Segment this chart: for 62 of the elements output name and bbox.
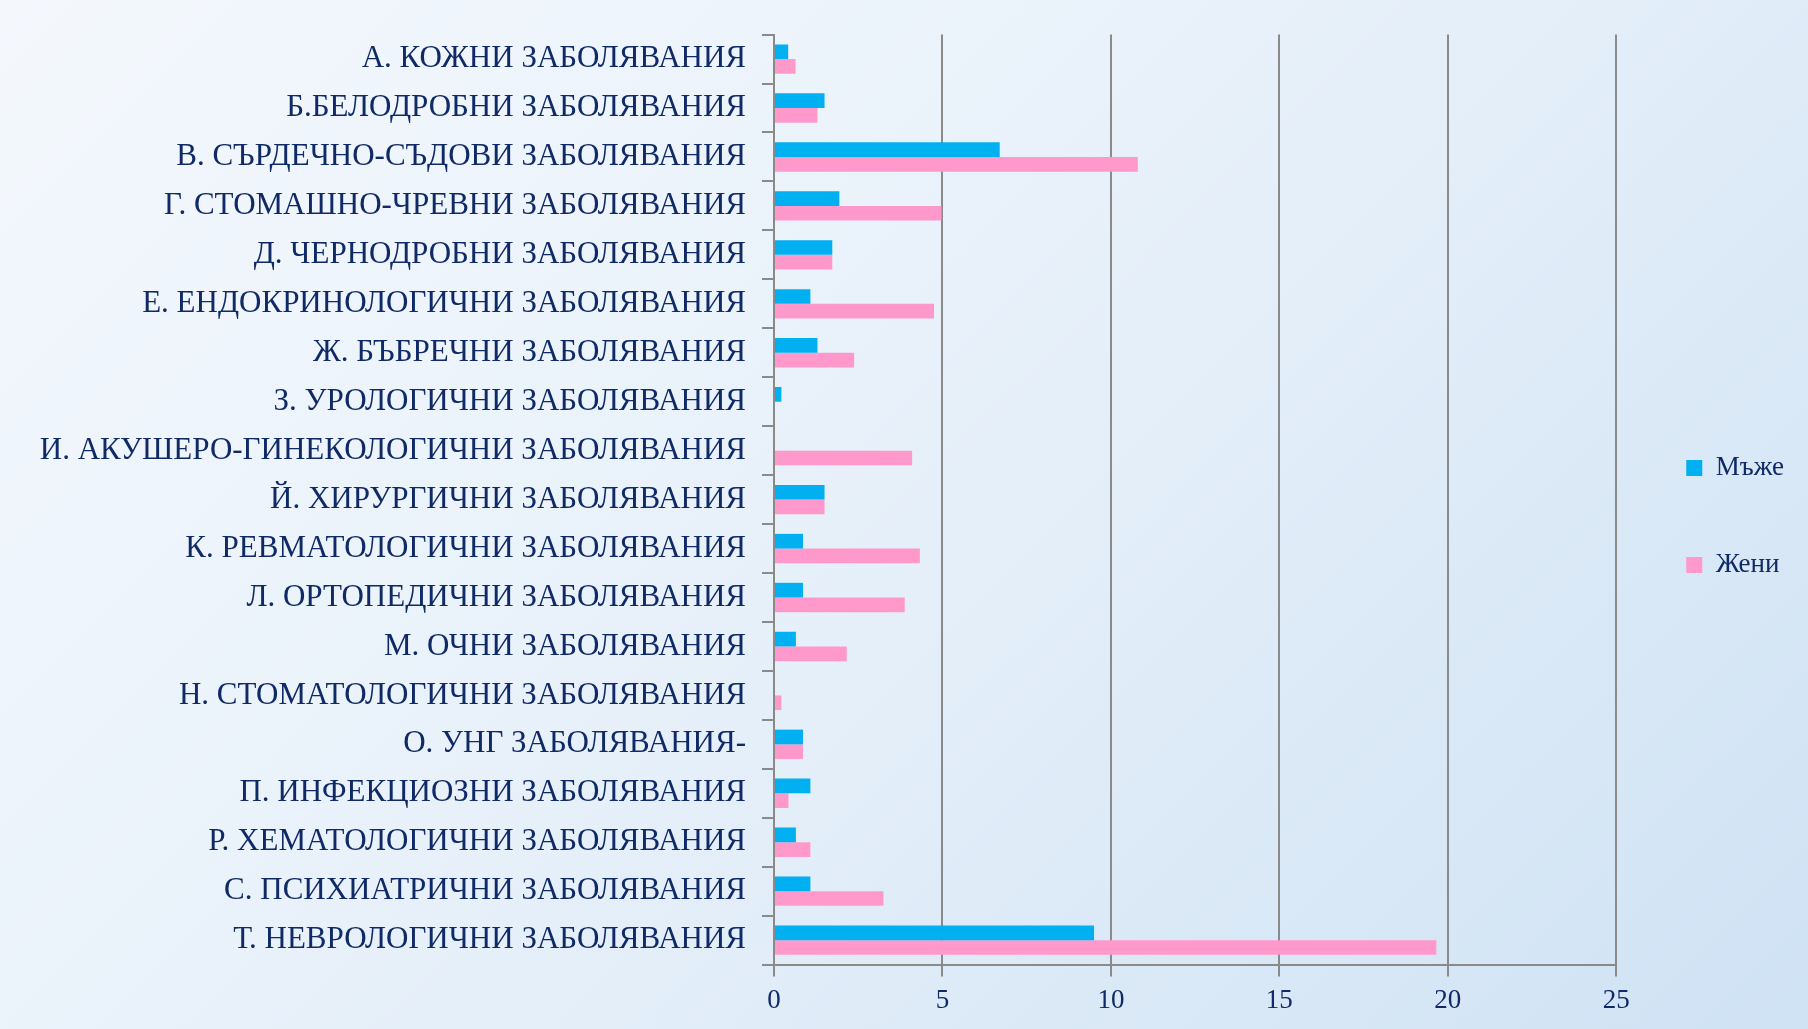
bar <box>775 93 825 109</box>
bar <box>775 891 884 906</box>
bar <box>775 156 1138 172</box>
y-tick-label: Й. ХИРУРГИЧНИ ЗАБОЛЯВАНИЯ <box>270 479 746 515</box>
bar <box>775 338 818 353</box>
y-tick-label: Д. ЧЕРНОДРОБНИ ЗАБОЛЯВАНИЯ <box>253 235 746 270</box>
y-tick-label: Н. СТОМАТОЛОГИЧНИ ЗАБОЛЯВАНИЯ <box>178 675 746 711</box>
bar <box>775 59 796 74</box>
y-tick-label: В. СЪРДЕЧНО-СЪДОВИ ЗАБОЛЯВАНИЯ <box>176 137 746 173</box>
bar <box>775 240 833 255</box>
bar <box>775 695 782 711</box>
bar <box>775 548 920 564</box>
y-tick-label: П. ИНФЕКЦИОЗНИ ЗАБОЛЯВАНИЯ <box>239 773 746 809</box>
bar <box>775 793 789 808</box>
bar <box>775 352 855 368</box>
bar <box>775 646 847 662</box>
bar <box>775 876 811 892</box>
bar <box>775 254 833 270</box>
bar <box>775 289 811 304</box>
bar <box>775 925 1095 941</box>
y-tick-label: К. РЕВМАТОЛОГИЧНИ ЗАБОЛЯВАНИЯ <box>185 528 746 564</box>
bar <box>775 597 905 613</box>
x-tick-label: 15 <box>1265 983 1293 1014</box>
bar <box>775 142 1000 157</box>
x-tick-label: 0 <box>767 983 781 1014</box>
bar <box>775 484 825 500</box>
y-tick-label: О. УНГ ЗАБОЛЯВАНИЯ- <box>403 724 746 760</box>
bar <box>775 191 840 206</box>
bar <box>775 940 1437 955</box>
y-tick-label: И. АКУШЕРО-ГИНЕКОЛОГИЧНИ ЗАБОЛЯВАНИЯ <box>39 430 746 466</box>
bar <box>775 44 789 60</box>
y-tick-label: Т. НЕВРОЛОГИЧНИ ЗАБОЛЯВАНИЯ <box>233 920 746 956</box>
y-tick-label: Ж. БЪБРЕЧНИ ЗАБОЛЯВАНИЯ <box>312 332 746 368</box>
bar <box>775 631 796 647</box>
bar <box>775 778 811 794</box>
bar <box>775 729 803 745</box>
bar <box>775 108 818 123</box>
bar <box>775 582 803 598</box>
legend-label: Мъже <box>1715 451 1785 482</box>
bar <box>775 303 935 319</box>
bar <box>775 744 803 760</box>
y-tick-label: Р. ХЕМАТОЛОГИЧНИ ЗАБОЛЯВАНИЯ <box>208 822 746 858</box>
y-tick-label: Е. ЕНДОКРИНОЛОГИЧНИ ЗАБОЛЯВАНИЯ <box>142 283 746 319</box>
y-tick-label: М. ОЧНИ ЗАБОЛЯВАНИЯ <box>384 626 746 662</box>
y-tick-label: А. КОЖНИ ЗАБОЛЯВАНИЯ <box>361 39 746 75</box>
y-tick-label: Г. СТОМАШНО-ЧРЕВНИ ЗАБОЛЯВАНИЯ <box>164 186 746 222</box>
bar <box>775 387 782 402</box>
y-tick-label: С. ПСИХИАТРИЧНИ ЗАБОЛЯВАНИЯ <box>224 871 746 907</box>
x-tick-label: 10 <box>1097 983 1125 1014</box>
bar <box>775 533 803 549</box>
x-tick-label: 5 <box>935 983 950 1014</box>
x-tick-label: 25 <box>1602 983 1630 1014</box>
bar <box>775 450 913 466</box>
bar <box>775 205 942 221</box>
y-tick-label: Л. ОРТОПЕДИЧНИ ЗАБОЛЯВАНИЯ <box>246 577 746 613</box>
y-tick-label: З. УРОЛОГИЧНИ ЗАБОЛЯВАНИЯ <box>273 381 746 417</box>
bar <box>775 842 811 857</box>
x-tick-label: 20 <box>1434 983 1462 1014</box>
bar <box>775 499 825 515</box>
legend-label: Жени <box>1715 548 1780 579</box>
bar <box>775 827 796 843</box>
y-tick-label: Б.БЕЛОДРОБНИ ЗАБОЛЯВАНИЯ <box>286 88 746 124</box>
